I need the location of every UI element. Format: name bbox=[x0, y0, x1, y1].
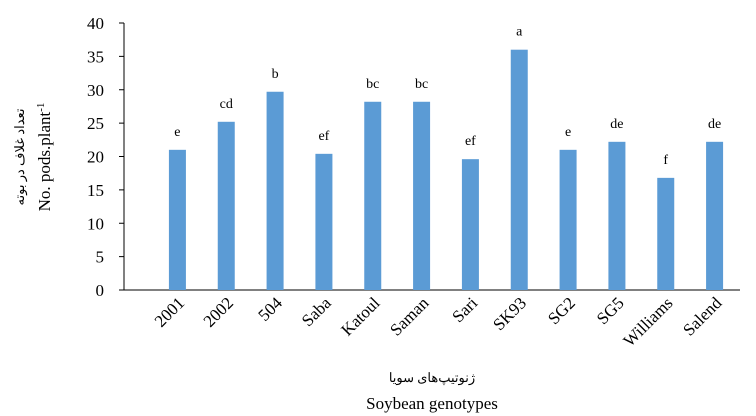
bar-annotation: b bbox=[272, 67, 279, 82]
x-tick-label: Saba bbox=[298, 293, 335, 330]
y-label-fa: تعداد غلاف در بوته bbox=[12, 108, 28, 205]
bar bbox=[559, 149, 577, 290]
bar-annotation: e bbox=[174, 125, 180, 140]
x-tick-label: Saman bbox=[386, 293, 433, 340]
bar bbox=[413, 101, 431, 290]
bar bbox=[510, 49, 528, 291]
y-label-superscript: -1 bbox=[35, 103, 47, 112]
bar-annotation: bc bbox=[366, 77, 379, 92]
bar-annotation: ef bbox=[465, 134, 476, 149]
y-tick-label: 35 bbox=[87, 47, 104, 66]
x-tick-label: Sari bbox=[448, 293, 481, 326]
bar bbox=[608, 141, 626, 290]
y-tick-label: 15 bbox=[87, 181, 104, 200]
bar bbox=[266, 91, 284, 290]
x-label-fa: ژنوتیپ‌های سویا bbox=[389, 370, 475, 386]
x-tick-label: SG2 bbox=[544, 293, 579, 328]
x-tick-label: Williams bbox=[620, 293, 677, 350]
y-tick-label: 0 bbox=[96, 281, 105, 300]
bar bbox=[217, 121, 235, 290]
bar-annotation: ef bbox=[318, 129, 329, 144]
y-tick-label: 40 bbox=[87, 14, 104, 33]
x-tick-label: Salend bbox=[679, 293, 726, 340]
bar-annotation: de bbox=[708, 117, 721, 132]
y-tick-label: 25 bbox=[87, 114, 104, 133]
y-label-text: No. pods.plant bbox=[35, 111, 54, 211]
x-tick-label: SK93 bbox=[489, 293, 530, 334]
bar bbox=[706, 141, 724, 290]
bar bbox=[168, 149, 186, 290]
y-label: No. pods.plant-1 bbox=[35, 103, 54, 212]
bar bbox=[364, 101, 382, 290]
bar-annotation: a bbox=[516, 25, 523, 40]
bar-annotation: cd bbox=[220, 97, 233, 112]
x-tick-label: 2001 bbox=[151, 293, 188, 330]
y-tick-label: 30 bbox=[87, 81, 104, 100]
bar-annotation: de bbox=[610, 117, 623, 132]
x-tick-label: Katoul bbox=[337, 293, 383, 339]
x-tick-label: 504 bbox=[254, 293, 286, 325]
x-tick-label: 2002 bbox=[200, 293, 237, 330]
bar bbox=[657, 177, 675, 290]
x-label: Soybean genotypes bbox=[366, 394, 498, 413]
y-tick-label: 20 bbox=[87, 148, 104, 167]
x-tick-label: SG5 bbox=[593, 293, 628, 328]
bar-annotation: bc bbox=[415, 77, 428, 92]
bar bbox=[315, 153, 333, 290]
bar-annotation: e bbox=[565, 125, 571, 140]
bar bbox=[461, 159, 479, 290]
y-tick-label: 10 bbox=[87, 214, 104, 233]
y-tick-label: 5 bbox=[96, 248, 105, 267]
bar-annotation: f bbox=[663, 153, 668, 168]
